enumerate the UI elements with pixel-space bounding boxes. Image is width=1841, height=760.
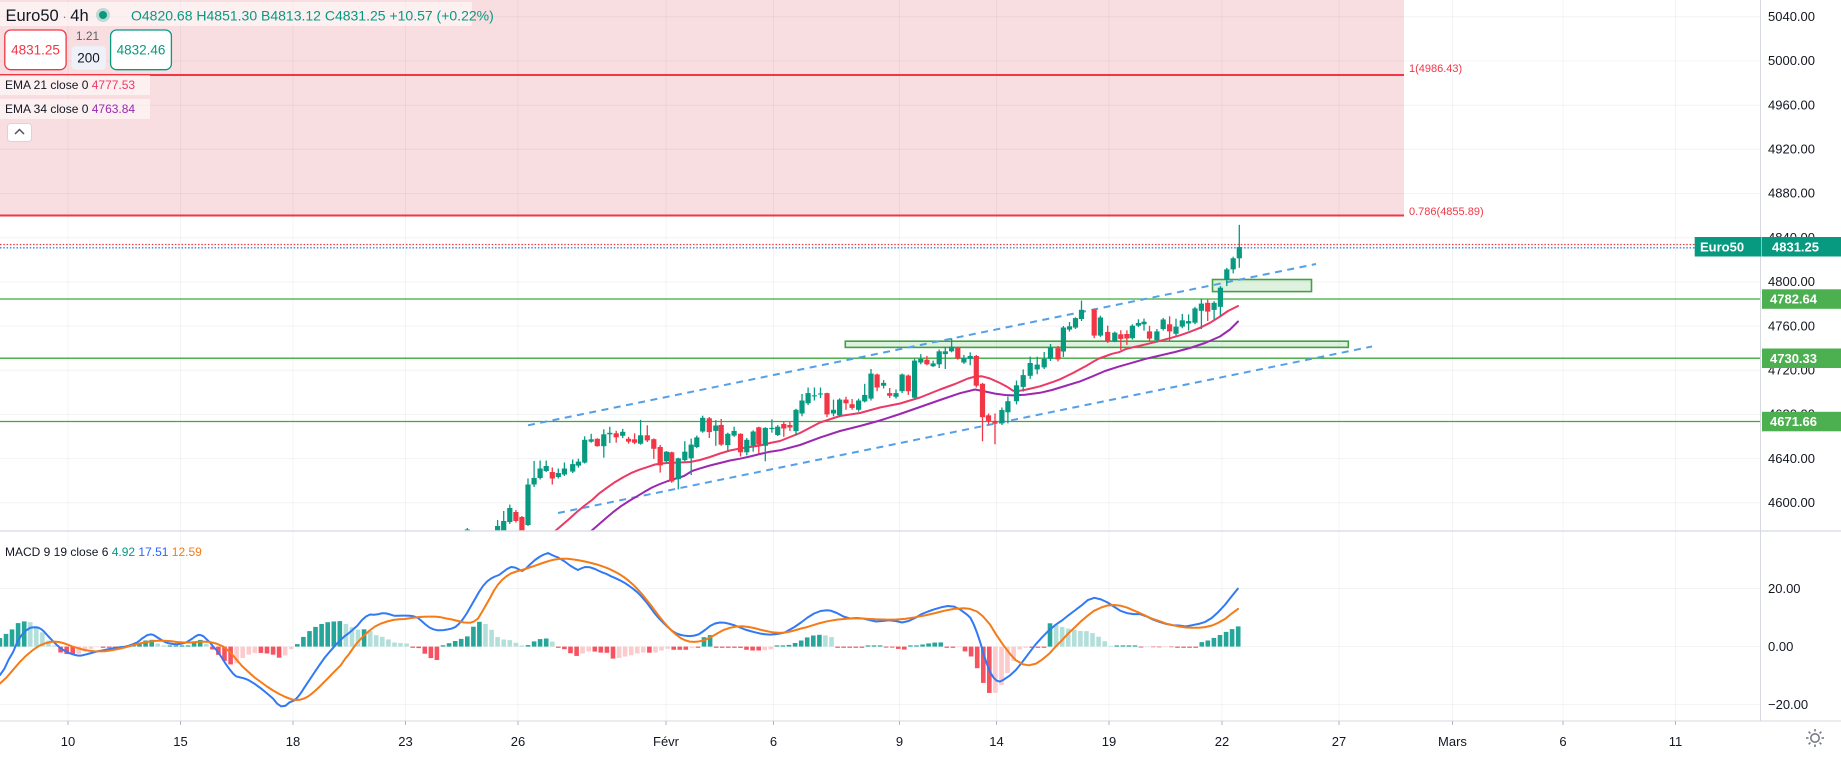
svg-text:20.00: 20.00 — [1768, 581, 1801, 596]
svg-text:Févr: Févr — [653, 734, 680, 749]
svg-text:0.00: 0.00 — [1768, 639, 1793, 654]
svg-text:23: 23 — [398, 734, 412, 749]
svg-text:5000.00: 5000.00 — [1768, 53, 1815, 68]
svg-text:Mars: Mars — [1438, 734, 1467, 749]
svg-text:4671.66: 4671.66 — [1770, 414, 1817, 429]
svg-text:4832.46: 4832.46 — [117, 43, 166, 58]
svg-text:26: 26 — [511, 734, 525, 749]
svg-text:5040.00: 5040.00 — [1768, 9, 1815, 24]
svg-text:10: 10 — [61, 734, 75, 749]
svg-text:6: 6 — [770, 734, 777, 749]
svg-text:EMA 34 close 0 4763.84: EMA 34 close 0 4763.84 — [5, 102, 135, 116]
svg-text:Euro50 · 4h: Euro50 · 4h — [6, 7, 89, 25]
svg-text:4600.00: 4600.00 — [1768, 495, 1815, 510]
svg-text:0.786(4855.89): 0.786(4855.89) — [1409, 206, 1484, 218]
svg-text:1.21: 1.21 — [76, 29, 100, 43]
svg-text:14: 14 — [989, 734, 1003, 749]
svg-text:1(4986.43): 1(4986.43) — [1409, 63, 1462, 75]
svg-text:4782.64: 4782.64 — [1770, 292, 1818, 307]
svg-text:4920.00: 4920.00 — [1768, 142, 1815, 157]
svg-text:4640.00: 4640.00 — [1768, 451, 1815, 466]
svg-text:200: 200 — [77, 51, 100, 66]
svg-text:EMA 21 close 0 4777.53: EMA 21 close 0 4777.53 — [5, 78, 135, 92]
svg-text:4760.00: 4760.00 — [1768, 318, 1815, 333]
svg-text:Euro50: Euro50 — [1700, 239, 1744, 254]
svg-text:11: 11 — [1669, 734, 1683, 749]
svg-text:6: 6 — [1559, 734, 1566, 749]
svg-text:O4820.68 H4851.30 B4813.12: O4820.68 H4851.30 B4813.12 C4831.25 +10.… — [131, 8, 494, 24]
svg-text:4730.33: 4730.33 — [1770, 351, 1817, 366]
svg-text:19: 19 — [1102, 734, 1116, 749]
svg-text:9: 9 — [896, 734, 903, 749]
svg-text:4831.25: 4831.25 — [11, 43, 60, 58]
svg-text:−20.00: −20.00 — [1768, 697, 1808, 712]
svg-text:4960.00: 4960.00 — [1768, 97, 1815, 112]
svg-text:4800.00: 4800.00 — [1768, 274, 1815, 289]
svg-text:15: 15 — [173, 734, 187, 749]
svg-text:18: 18 — [286, 734, 300, 749]
svg-text:MACD 9 19 close 6 4.92 17.51: MACD 9 19 close 6 4.92 17.51 12.59 — [5, 545, 202, 559]
svg-text:4831.25: 4831.25 — [1772, 239, 1819, 254]
svg-text:4880.00: 4880.00 — [1768, 186, 1815, 201]
svg-text:22: 22 — [1215, 734, 1229, 749]
svg-text:27: 27 — [1332, 734, 1346, 749]
